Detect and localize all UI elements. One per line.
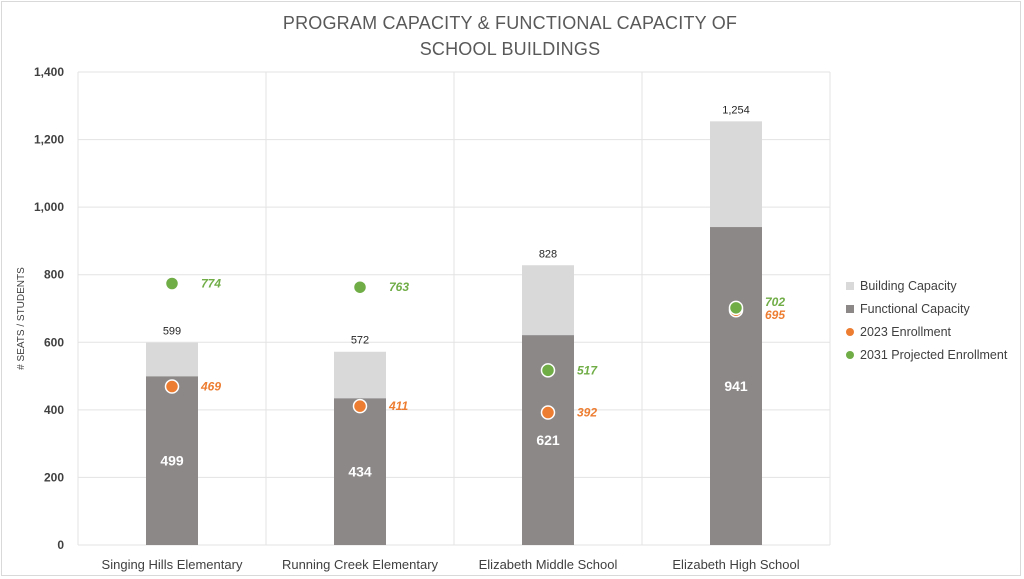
y-tick-label-1000: 1,000 [34,200,64,214]
y-tick-label-1200: 1,200 [34,133,64,147]
legend-item-2031-projected-enrollment: 2031 Projected Enrollment [846,343,1022,366]
data-label-2023-enrollment-elizabeth-middle-school: 392 [577,406,597,420]
data-label-building-capacity-running-creek-elementary: 572 [351,335,369,347]
data-label-2031-projected-enrollment-singing-hills-elementary: 774 [201,276,221,290]
legend-swatch-2031-projected-enrollment [846,350,854,359]
bar-functional-capacity-running-creek-elementary [334,398,386,545]
chart-title-line-2: SCHOOL BUILDINGS [419,39,601,59]
y-axis-title: # SEATS / STUDENTS [16,267,27,370]
data-label-functional-capacity-elizabeth-middle-school: 621 [536,432,560,448]
point-2031-projected-enrollment-singing-hills-elementary [164,276,180,291]
data-label-functional-capacity-singing-hills-elementary: 499 [160,453,184,469]
data-label-building-capacity-elizabeth-middle-school: 828 [539,248,557,260]
point-2031-projected-enrollment-running-creek-elementary [352,279,368,295]
data-label-2031-projected-enrollment-elizabeth-middle-school: 517 [577,363,598,377]
y-tick-label-0: 0 [57,538,64,552]
data-label-2031-projected-enrollment-running-creek-elementary: 763 [389,280,409,294]
data-label-building-capacity-elizabeth-high-school: 1,254 [722,104,750,116]
legend-item-2023-enrollment: 2023 Enrollment [846,320,1022,343]
point-2023-enrollment-singing-hills-elementary [164,379,180,394]
chart-title-line-1: PROGRAM CAPACITY & FUNCTIONAL CAPACITY O… [282,13,738,33]
y-tick-label-200: 200 [44,470,64,484]
y-tick-label-400: 400 [44,403,64,417]
data-label-2031-projected-enrollment-elizabeth-high-school: 702 [765,295,785,309]
data-label-2023-enrollment-running-creek-elementary: 411 [388,399,408,413]
legend-swatch-2023-enrollment [846,327,854,336]
legend-label-2023-enrollment: 2023 Enrollment [860,324,952,339]
y-tick-label-1400: 1,400 [34,65,64,79]
legend-swatch-building-capacity [846,281,854,290]
point-2031-projected-enrollment-elizabeth-high-school [728,300,744,316]
x-tick-label-running-creek-elementary: Running Creek Elementary [282,557,439,572]
data-label-functional-capacity-running-creek-elementary: 434 [348,464,372,480]
bar-functional-capacity-singing-hills-elementary [146,376,198,545]
legend-label-building-capacity: Building Capacity [860,278,957,293]
x-tick-label-elizabeth-middle-school: Elizabeth Middle School [479,557,618,572]
data-label-functional-capacity-elizabeth-high-school: 941 [724,378,748,394]
data-label-2023-enrollment-elizabeth-high-school: 695 [765,308,785,322]
chart-legend: Building Capacity Functional Capacity 20… [846,274,1022,366]
legend-item-functional-capacity: Functional Capacity [846,297,1022,320]
point-2023-enrollment-running-creek-elementary [352,398,368,414]
y-tick-label-800: 800 [44,268,64,282]
data-label-2023-enrollment-singing-hills-elementary: 469 [200,380,221,394]
point-2031-projected-enrollment-elizabeth-middle-school [540,363,556,378]
x-tick-label-elizabeth-high-school: Elizabeth High School [672,557,799,572]
y-tick-label-600: 600 [44,335,64,349]
point-2023-enrollment-elizabeth-middle-school [540,405,556,420]
legend-label-2031-projected-enrollment: 2031 Projected Enrollment [860,347,1008,362]
bar-functional-capacity-elizabeth-high-school [710,227,762,546]
chart-title: PROGRAM CAPACITY & FUNCTIONAL CAPACITY O… [230,10,790,62]
data-label-building-capacity-singing-hills-elementary: 599 [163,326,181,338]
legend-item-building-capacity: Building Capacity [846,274,1022,297]
x-tick-label-singing-hills-elementary: Singing Hills Elementary [102,557,243,572]
legend-label-functional-capacity: Functional Capacity [860,301,970,316]
legend-swatch-functional-capacity [846,304,854,313]
